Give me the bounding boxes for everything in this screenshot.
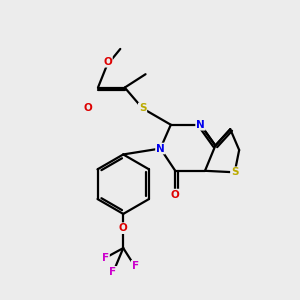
Text: N: N: [196, 120, 205, 130]
Text: O: O: [103, 57, 112, 67]
Text: S: S: [231, 167, 238, 177]
Text: O: O: [83, 103, 92, 113]
Text: F: F: [102, 254, 109, 263]
Text: F: F: [132, 261, 139, 271]
Text: O: O: [171, 190, 180, 200]
Text: F: F: [109, 267, 116, 277]
Text: N: N: [156, 143, 165, 154]
Text: O: O: [119, 223, 128, 233]
Text: S: S: [139, 103, 146, 113]
